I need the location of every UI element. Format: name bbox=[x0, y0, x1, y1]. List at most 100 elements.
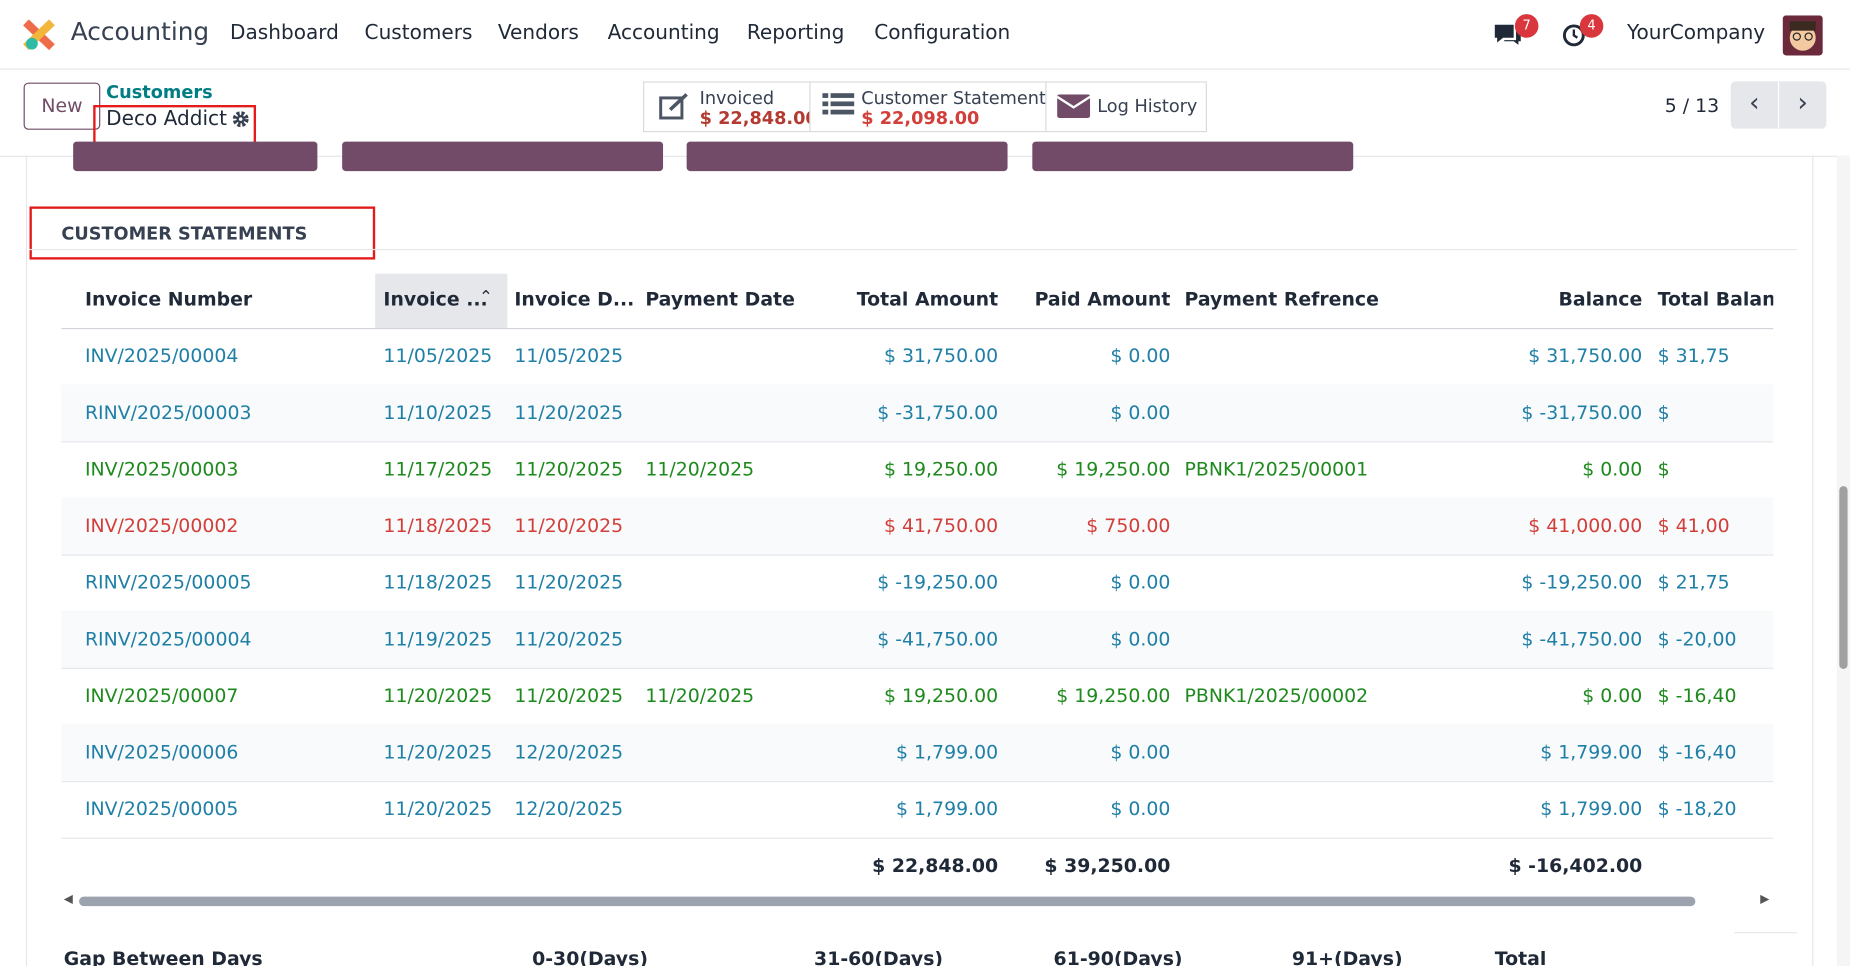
table-cell: $ 19,250.00 bbox=[884, 457, 999, 481]
smart-label: Customer Statement bbox=[861, 87, 1046, 109]
table-cell: $ -16,40 bbox=[1657, 740, 1737, 764]
action-button[interactable] bbox=[686, 141, 1008, 172]
action-button[interactable] bbox=[73, 141, 318, 172]
aging-header: 31-60(Days) bbox=[814, 947, 944, 966]
navbar bbox=[0, 0, 1850, 70]
smart-button-log[interactable]: Log History bbox=[1045, 81, 1207, 133]
table-cell: $ -19,250.00 bbox=[1521, 571, 1643, 594]
row-stripe bbox=[61, 384, 1774, 442]
table-cell: $ 19,250.00 bbox=[884, 684, 999, 707]
table-cell[interactable]: INV/2025/00005 bbox=[84, 797, 239, 820]
table-cell: $ 750.00 bbox=[1086, 514, 1171, 537]
vertical-scrollbar[interactable] bbox=[1836, 155, 1850, 966]
table-cell[interactable]: INV/2025/00007 bbox=[84, 684, 239, 707]
column-header[interactable]: Paid Amount bbox=[1034, 287, 1171, 311]
table-cell[interactable]: INV/2025/00003 bbox=[84, 457, 239, 481]
table-cell[interactable]: RINV/2025/00003 bbox=[84, 401, 252, 424]
menu-item[interactable]: Customers bbox=[364, 21, 473, 45]
menu-item[interactable]: Reporting bbox=[746, 21, 845, 45]
mail-icon bbox=[1057, 94, 1091, 118]
breadcrumb[interactable]: Customers bbox=[106, 81, 213, 103]
separator bbox=[1734, 932, 1797, 934]
table-cell: 11/18/2025 bbox=[383, 571, 493, 594]
smart-value: $ 22,848.00 bbox=[699, 107, 818, 129]
table-cell: $ 0.00 bbox=[1110, 401, 1171, 424]
table-cell: $ 0.00 bbox=[1582, 684, 1643, 707]
column-header[interactable]: Balance bbox=[1558, 287, 1643, 311]
table-cell: 11/20/2025 bbox=[645, 684, 755, 707]
table-cell: $ -41,750.00 bbox=[877, 627, 999, 651]
table-cell: 11/19/2025 bbox=[383, 627, 493, 651]
action-button[interactable] bbox=[342, 141, 664, 172]
column-header[interactable]: Payment Refrence bbox=[1184, 287, 1379, 311]
table-cell: PBNK1/2025/00002 bbox=[1184, 684, 1369, 707]
header-border bbox=[61, 327, 1774, 330]
column-header[interactable]: Invoice ... bbox=[383, 287, 488, 311]
table-cell: $ -19,250.00 bbox=[877, 571, 999, 594]
table-cell: $ 0.00 bbox=[1110, 571, 1171, 594]
table-cell: $ 1,799.00 bbox=[896, 740, 999, 764]
table-cell: 11/20/2025 bbox=[645, 457, 755, 481]
table-cell: $ 1,799.00 bbox=[1540, 797, 1643, 820]
table-total: $ 39,250.00 bbox=[1044, 854, 1171, 877]
aging-header: 0-30(Days) bbox=[532, 947, 648, 966]
column-header[interactable]: Invoice D... bbox=[514, 287, 635, 311]
menu-item[interactable]: Accounting bbox=[607, 21, 720, 45]
table-total: $ -16,402.00 bbox=[1508, 854, 1643, 877]
column-header[interactable]: Payment Date bbox=[645, 287, 795, 311]
aging-header: Gap Between Days bbox=[63, 947, 263, 966]
list-icon bbox=[822, 93, 855, 115]
table-cell[interactable]: INV/2025/00006 bbox=[84, 740, 239, 764]
table-cell: $ -31,750.00 bbox=[1521, 401, 1643, 424]
table-cell[interactable]: RINV/2025/00005 bbox=[84, 571, 252, 594]
table-cell[interactable]: INV/2025/00004 bbox=[84, 344, 239, 367]
messages-badge: 7 bbox=[1514, 14, 1539, 38]
app-name[interactable]: Accounting bbox=[70, 17, 210, 47]
gear-icon[interactable] bbox=[231, 110, 250, 129]
form-sheet bbox=[25, 155, 1814, 966]
table-cell[interactable]: INV/2025/00002 bbox=[84, 514, 239, 537]
smart-button-invoiced[interactable]: Invoiced $ 22,848.00 bbox=[642, 81, 818, 133]
activities-badge: 4 bbox=[1579, 14, 1604, 38]
new-button[interactable]: New bbox=[23, 82, 101, 130]
table-cell: $ 21,75 bbox=[1657, 571, 1730, 594]
action-button[interactable] bbox=[1032, 141, 1354, 172]
table-cell: 11/20/2025 bbox=[514, 514, 624, 537]
row-stripe bbox=[61, 497, 1774, 555]
menu-item[interactable]: Configuration bbox=[874, 21, 1011, 45]
activities-icon[interactable] bbox=[1561, 21, 1589, 49]
sorted-header-bg bbox=[375, 273, 508, 328]
company-switcher[interactable]: YourCompany bbox=[1626, 21, 1766, 45]
table-cell[interactable]: RINV/2025/00004 bbox=[84, 627, 252, 651]
menu-item[interactable]: Vendors bbox=[497, 21, 579, 45]
table-cell: 11/18/2025 bbox=[383, 514, 493, 537]
table-cell: 11/17/2025 bbox=[383, 457, 493, 481]
table-cell: $ 0.00 bbox=[1110, 740, 1171, 764]
table-cell: $ 0.00 bbox=[1110, 797, 1171, 820]
column-header[interactable]: Invoice Number bbox=[84, 287, 253, 311]
horizontal-scrollbar[interactable]: ◀ ▶ bbox=[61, 893, 1772, 910]
pager-prev[interactable]: ‹ bbox=[1730, 81, 1778, 129]
row-border bbox=[61, 554, 1774, 556]
sort-arrow[interactable]: ⌃ bbox=[478, 287, 493, 307]
smart-button-statement[interactable]: Customer Statement $ 22,098.00 bbox=[809, 81, 1048, 133]
column-header[interactable]: Total Balanc bbox=[1657, 287, 1774, 311]
scroll-thumb[interactable] bbox=[79, 896, 1696, 907]
scroll-right[interactable]: ▶ bbox=[1760, 893, 1770, 907]
column-header[interactable]: Total Amount bbox=[856, 287, 999, 311]
table-total: $ 22,848.00 bbox=[872, 854, 999, 877]
scroll-left[interactable]: ◀ bbox=[63, 893, 73, 907]
menu-item[interactable]: Dashboard bbox=[230, 21, 339, 45]
scroll-thumb[interactable] bbox=[1839, 486, 1848, 669]
table-cell: 11/20/2025 bbox=[514, 457, 624, 481]
row-border bbox=[61, 837, 1774, 839]
table-cell: 11/20/2025 bbox=[514, 684, 624, 707]
table-cell: 11/20/2025 bbox=[514, 627, 624, 651]
table-cell: $ -41,750.00 bbox=[1521, 627, 1643, 651]
pager-next[interactable]: › bbox=[1779, 81, 1827, 129]
table-cell: 12/20/2025 bbox=[514, 740, 624, 764]
user-avatar[interactable] bbox=[1782, 15, 1823, 56]
table-cell: $ 41,000.00 bbox=[1528, 514, 1643, 537]
